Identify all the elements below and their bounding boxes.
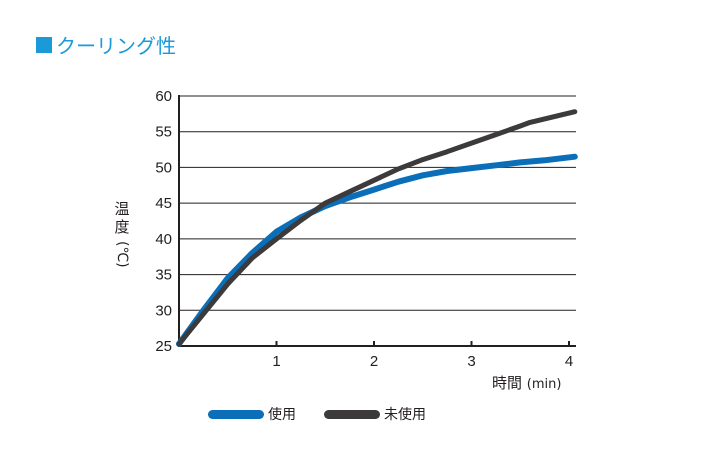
square-bullet-icon bbox=[36, 36, 52, 53]
legend-label-used: 使用 bbox=[268, 407, 296, 423]
x-tick-label: 2 bbox=[370, 353, 378, 370]
x-axis-label-text: 時間 bbox=[492, 374, 523, 392]
legend-item-used: 使用 bbox=[208, 404, 296, 424]
y-tick-label: 30 bbox=[155, 302, 172, 319]
y-tick-label: 40 bbox=[155, 231, 172, 248]
chart-title-text: クーリング性 bbox=[56, 34, 176, 58]
legend-swatch-unused bbox=[324, 409, 380, 419]
y-tick-label: 25 bbox=[155, 338, 172, 355]
legend-label-unused: 未使用 bbox=[384, 407, 426, 423]
x-axis-label: 時間 (min) bbox=[492, 372, 561, 393]
y-axis-unit: (℃) bbox=[114, 241, 130, 268]
y-tick-label: 55 bbox=[155, 124, 172, 141]
x-tick-label: 4 bbox=[565, 353, 573, 370]
y-tick-label: 50 bbox=[155, 159, 172, 176]
series-line-unused bbox=[176, 109, 578, 347]
y-axis-label: 温度 (℃) bbox=[112, 200, 132, 268]
x-tick-label: 1 bbox=[272, 353, 280, 370]
y-tick-label: 35 bbox=[155, 267, 172, 284]
legend: 使用 未使用 bbox=[208, 404, 454, 424]
series-line-used bbox=[176, 153, 578, 347]
x-axis-unit: (min) bbox=[526, 377, 562, 392]
legend-swatch-used bbox=[208, 409, 264, 419]
y-axis-label-text: 温度 bbox=[114, 200, 130, 236]
y-tick-label: 45 bbox=[155, 195, 172, 212]
chart-title: クーリング性 bbox=[36, 30, 176, 59]
x-tick-label: 3 bbox=[467, 353, 475, 370]
legend-item-unused: 未使用 bbox=[324, 404, 426, 424]
y-tick-label: 60 bbox=[155, 88, 172, 105]
